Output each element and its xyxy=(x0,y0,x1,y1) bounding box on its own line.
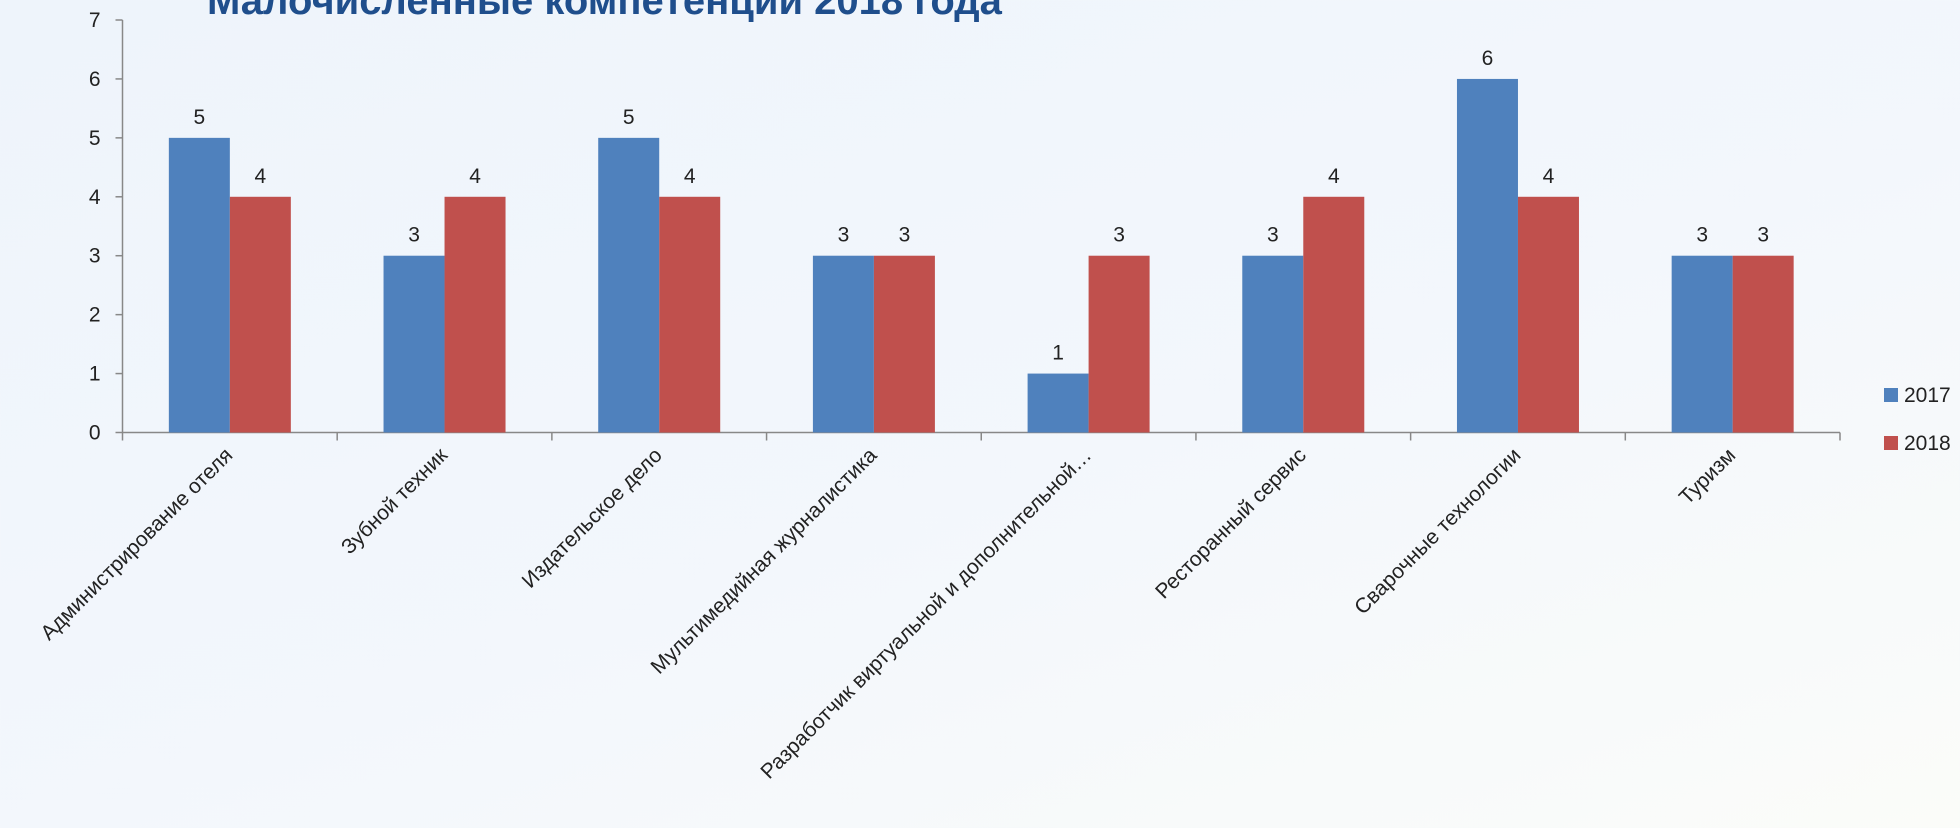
y-tick-label: 6 xyxy=(89,68,101,91)
x-tick-label: Мультимедийная журналистика xyxy=(647,444,882,679)
bar xyxy=(659,196,721,433)
bar xyxy=(383,255,445,433)
bar xyxy=(1027,373,1089,433)
data-label: 4 xyxy=(255,165,267,188)
data-label: 4 xyxy=(469,165,481,188)
data-label: 1 xyxy=(1052,342,1064,365)
x-tick-label: Разработчик виртуальной и дополнительной… xyxy=(756,444,1096,784)
x-tick-label: Туризм xyxy=(1675,444,1740,509)
bar xyxy=(812,255,874,433)
legend-swatch xyxy=(1884,388,1898,402)
data-label: 3 xyxy=(838,224,850,247)
x-tick-label: Издательское дело xyxy=(518,444,667,593)
data-label: 4 xyxy=(1543,165,1555,188)
x-tick-label: Администрирование отеля xyxy=(36,444,237,645)
chart-title: Малочисленные компетенции 2018 года xyxy=(207,0,1003,23)
data-label: 3 xyxy=(1696,224,1708,247)
bar xyxy=(1517,196,1579,433)
bar xyxy=(873,255,935,433)
data-label: 3 xyxy=(899,224,911,247)
legend-label: 2017 xyxy=(1904,384,1951,407)
bar xyxy=(1088,255,1150,433)
data-label: 6 xyxy=(1482,47,1494,70)
data-label: 5 xyxy=(623,106,635,129)
x-tick-label: Сварочные технологии xyxy=(1350,444,1525,619)
data-label: 5 xyxy=(194,106,206,129)
y-tick-label: 5 xyxy=(89,127,101,150)
bar xyxy=(1303,196,1365,433)
data-label: 4 xyxy=(1328,165,1340,188)
y-tick-label: 7 xyxy=(89,9,101,32)
legend-label: 2018 xyxy=(1904,432,1951,455)
y-tick-label: 1 xyxy=(89,363,101,386)
data-label: 4 xyxy=(684,165,696,188)
bar xyxy=(598,137,660,433)
y-tick-label: 4 xyxy=(89,186,101,209)
bar xyxy=(1242,255,1304,433)
data-label: 3 xyxy=(1113,224,1125,247)
y-tick-label: 3 xyxy=(89,245,101,268)
bar xyxy=(229,196,291,433)
y-tick-label: 2 xyxy=(89,304,101,327)
bar xyxy=(168,137,230,433)
bar xyxy=(444,196,506,433)
data-label: 3 xyxy=(1757,224,1769,247)
legend-swatch xyxy=(1884,436,1898,450)
bar xyxy=(1456,78,1518,433)
x-tick-label: Ресторанный сервис xyxy=(1151,444,1311,604)
bar xyxy=(1671,255,1733,433)
data-label: 3 xyxy=(408,224,420,247)
y-tick-label: 0 xyxy=(89,422,101,445)
x-tick-label: Зубной техник xyxy=(337,443,453,559)
bar xyxy=(1732,255,1794,433)
data-label: 3 xyxy=(1267,224,1279,247)
